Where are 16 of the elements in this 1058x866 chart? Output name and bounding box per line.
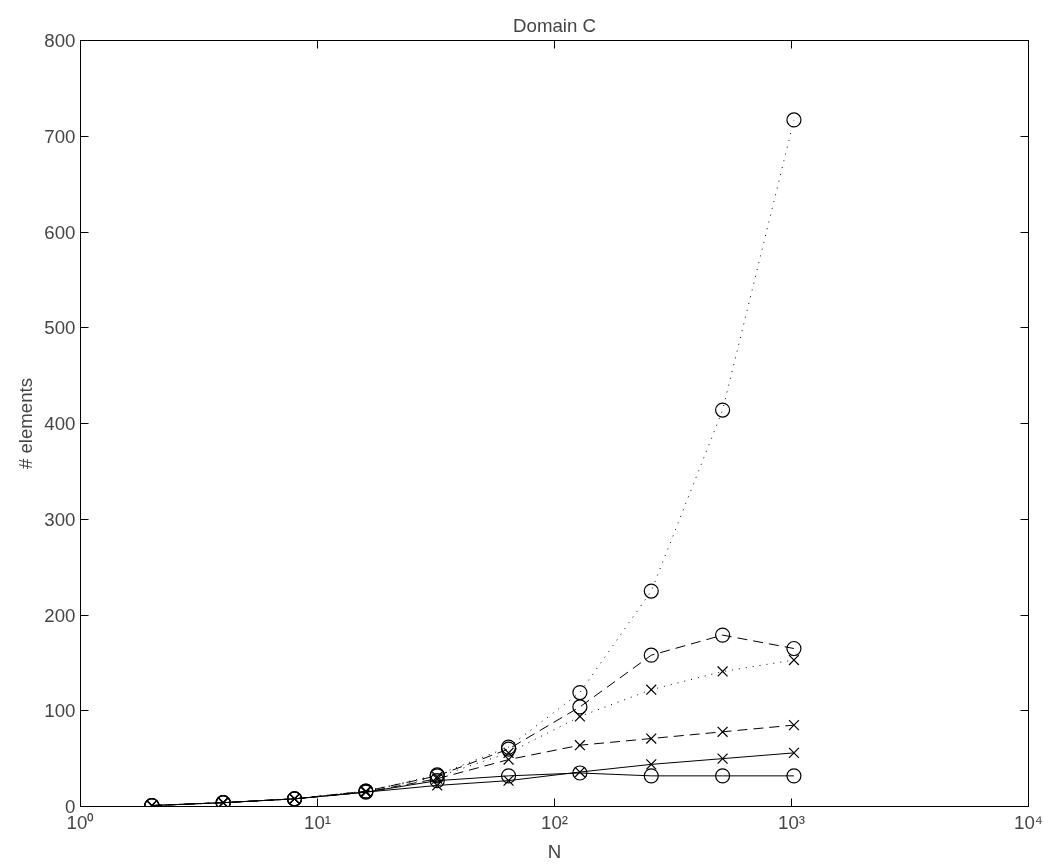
y-tick-label: 600 xyxy=(44,221,76,243)
chart-title: Domain C xyxy=(513,14,596,36)
y-tick-label: 700 xyxy=(44,125,76,147)
x-tick-label: 10¹ xyxy=(304,811,331,833)
y-axis-title: # elements xyxy=(15,377,37,470)
x-axis-title: N xyxy=(547,840,562,862)
y-tick-label: 300 xyxy=(44,508,76,530)
x-tick-label: 10² xyxy=(541,811,568,833)
y-tick-label: 800 xyxy=(44,30,76,51)
y-tick-label: 500 xyxy=(44,317,76,339)
y-tick-label: 200 xyxy=(44,604,76,626)
y-tick-label: 100 xyxy=(44,700,76,722)
x-tick-label: 10³ xyxy=(778,811,805,833)
y-tick-label: 0 xyxy=(65,796,76,817)
y-tick-label: 400 xyxy=(44,413,76,434)
x-tick-label: 10⁴ xyxy=(1014,811,1043,833)
